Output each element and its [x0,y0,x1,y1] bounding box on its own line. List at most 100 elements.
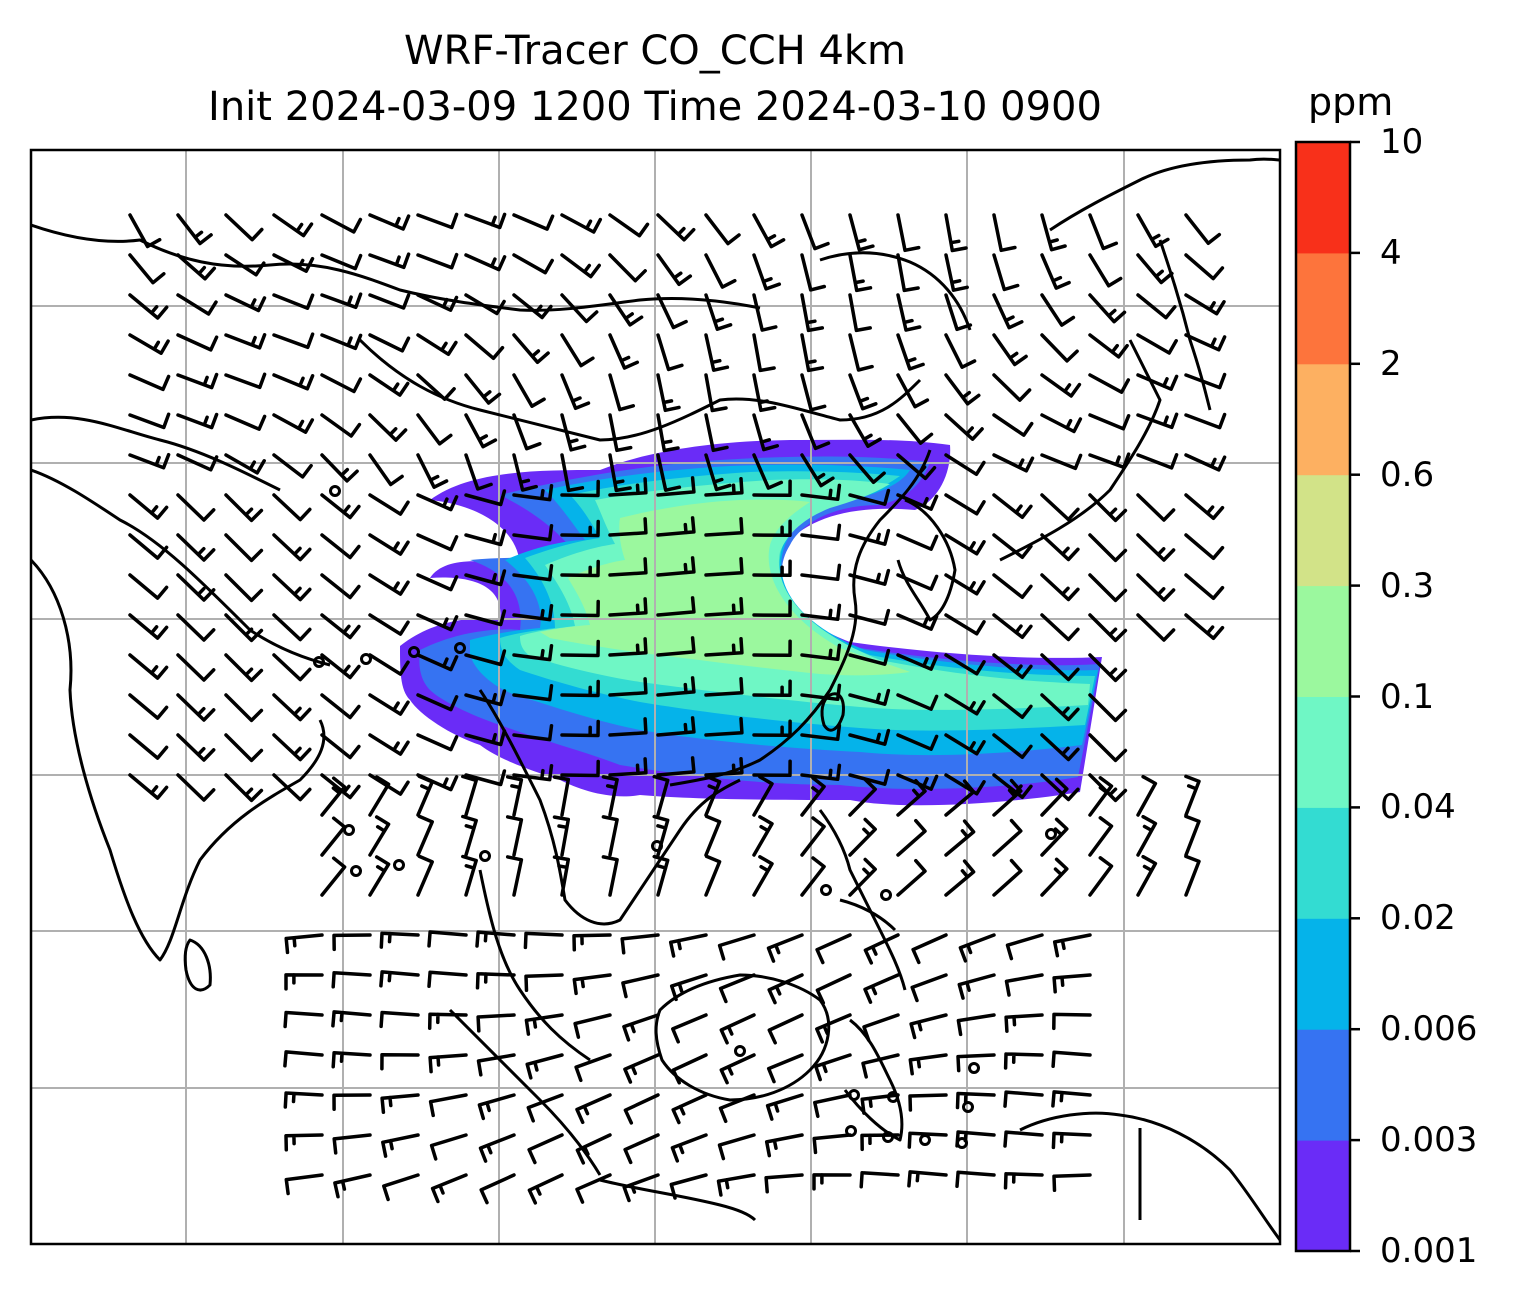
wind-barb [812,1173,852,1191]
wind-barb [608,637,648,657]
wind-barb [1184,613,1225,641]
wind-barb [608,373,636,412]
wind-barb [283,1010,324,1029]
wind-barb [896,653,939,671]
wind-barb [704,854,722,897]
wind-barb [416,453,449,489]
wind-barb [992,693,1033,720]
colorbar-tick-label: 0.6 [1380,454,1435,495]
wind-barb [992,653,1033,680]
calm-marker [734,1045,746,1057]
wind-barb [704,716,744,737]
wind-barb [224,693,264,723]
wind-barb [416,653,459,672]
wind-barb [622,1173,660,1203]
wind-barb [464,453,493,491]
wind-barb [800,523,842,542]
wind-barb [320,373,363,394]
wind-barb [176,253,217,281]
wind-barb [368,333,411,353]
colorbar-segment [1296,1029,1350,1141]
wind-barb [767,1013,804,1045]
wind-barb [671,1013,708,1044]
calm-marker [651,840,663,852]
wind-barb [1184,573,1225,601]
wind-barb [1184,253,1225,281]
wind-barb [416,293,459,312]
wind-barb [992,858,1023,897]
wind-barb [896,693,939,711]
wind-barb [1052,933,1092,958]
wind-barb [704,556,744,577]
wind-barb [272,533,312,562]
wind-barb [379,1010,420,1029]
colorbar-segment [1296,696,1350,808]
wind-barb [272,253,315,273]
wind-barb [526,1093,564,1123]
wind-barb [224,733,264,763]
wind-barb [656,676,696,697]
wind-barb [320,816,347,857]
wind-barb [848,528,891,546]
wind-barb [368,573,410,596]
wind-barb [416,333,458,357]
wind-barb [272,332,315,350]
wind-barb [284,933,324,955]
wind-barb [1040,413,1083,434]
map-frame [29,148,1282,1246]
wind-barb [863,933,900,965]
wind-barb [621,973,660,999]
wind-barb [944,653,986,676]
wind-barb [368,413,408,442]
wind-barb [560,599,600,618]
wind-barb [429,1133,468,1161]
wind-barb [896,213,921,253]
wind-barb [992,778,1023,817]
wind-barb [896,253,920,293]
wind-barb [1040,857,1069,897]
wind-barb [524,973,564,993]
wind-barb [1136,613,1176,642]
wind-barb [1040,693,1080,722]
wind-barb [272,373,315,391]
wind-barb [476,1053,516,1077]
wind-barb [716,1173,756,1197]
wind-barb [224,573,264,603]
wind-barb [909,1013,948,1040]
wind-barb [800,763,842,782]
wind-barb [800,603,842,622]
wind-barb [284,1133,324,1152]
wind-barb [128,452,171,470]
wind-barb [368,373,410,397]
wind-barb [800,816,826,857]
wind-barb [1136,453,1179,470]
wind-barb [380,1093,420,1114]
wind-barb [896,733,939,751]
wind-barb [896,818,927,857]
wind-barb [1088,373,1131,394]
wind-barb [464,489,507,507]
wind-barb [1004,973,1044,997]
calm-marker [956,1137,968,1149]
colorbar-segment [1296,142,1350,254]
wind-barb [224,333,267,350]
wind-barb [752,293,778,332]
wind-barb [368,252,411,270]
wind-barb [992,573,1033,600]
wind-barb [752,213,786,249]
wind-barb [608,557,648,577]
wind-barb [848,333,874,372]
wind-barb [765,1093,804,1121]
wind-barb [176,533,216,562]
wind-barb [224,372,267,390]
wind-barb [704,413,729,453]
calm-marker [313,656,325,668]
wind-barb [427,970,468,988]
wind-barb [332,1093,372,1111]
wind-barb [512,213,555,231]
wind-barb [752,599,792,618]
wind-barb [560,373,591,411]
wind-barb [552,775,571,817]
wind-barb [1088,653,1128,683]
wind-barb [608,213,650,238]
